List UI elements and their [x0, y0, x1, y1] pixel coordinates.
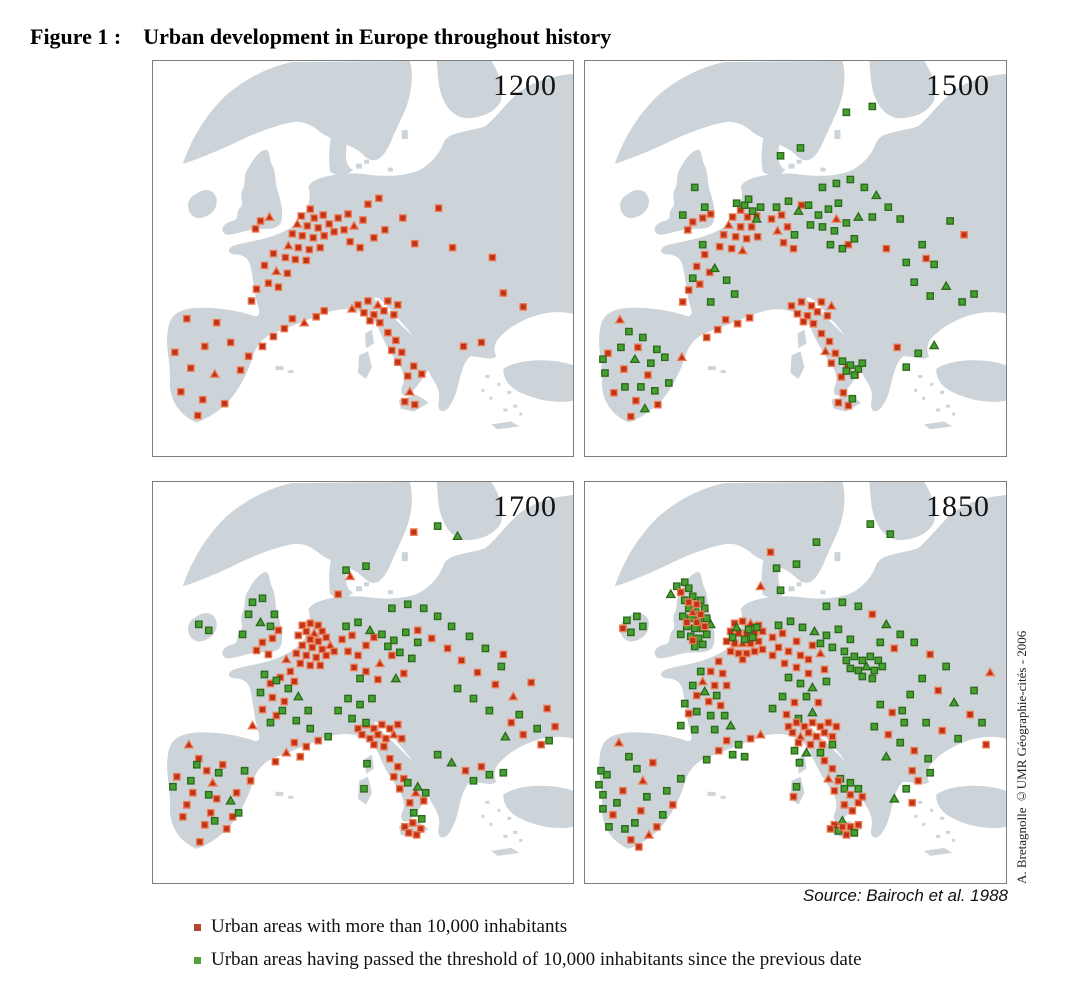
figure-title: Urban development in Europe throughout h…	[143, 24, 612, 49]
europe-map-1850	[595, 482, 1006, 856]
author-credit: A. Bretagnolle ©UMR Géographie-cités - 2…	[1014, 630, 1029, 884]
source-citation: Source: Bairoch et al. 1988	[802, 886, 1008, 905]
year-label-1850: 1850	[926, 490, 990, 523]
figure-label: Figure 1 :	[30, 24, 122, 49]
red-square-icon	[194, 923, 201, 931]
year-label-1200: 1200	[493, 69, 557, 102]
legend-row-new: Urban areas having passed the threshold …	[194, 949, 862, 971]
map-panel-1500: 1500	[584, 60, 1007, 457]
legend: Urban areas with more than 10,000 inhabi…	[194, 916, 862, 971]
europe-map-1700	[167, 482, 573, 856]
year-label-1500: 1500	[926, 69, 990, 102]
map-panel-1200: 1200	[152, 60, 574, 457]
map-panel-1700: 1700	[152, 481, 574, 884]
legend-label-new: Urban areas having passed the threshold …	[211, 949, 862, 970]
europe-map-1500	[599, 61, 1006, 430]
map-grid: 1200 1500 1700 1850	[152, 60, 1007, 884]
map-panel-1850: 1850	[584, 481, 1007, 884]
green-square-icon	[194, 956, 201, 964]
legend-row-existing: Urban areas with more than 10,000 inhabi…	[194, 916, 862, 938]
legend-label-existing: Urban areas with more than 10,000 inhabi…	[211, 916, 568, 937]
figure-title-row: Figure 1 : Urban development in Europe t…	[30, 24, 611, 50]
year-label-1700: 1700	[493, 490, 557, 523]
europe-map-1200	[167, 61, 573, 430]
